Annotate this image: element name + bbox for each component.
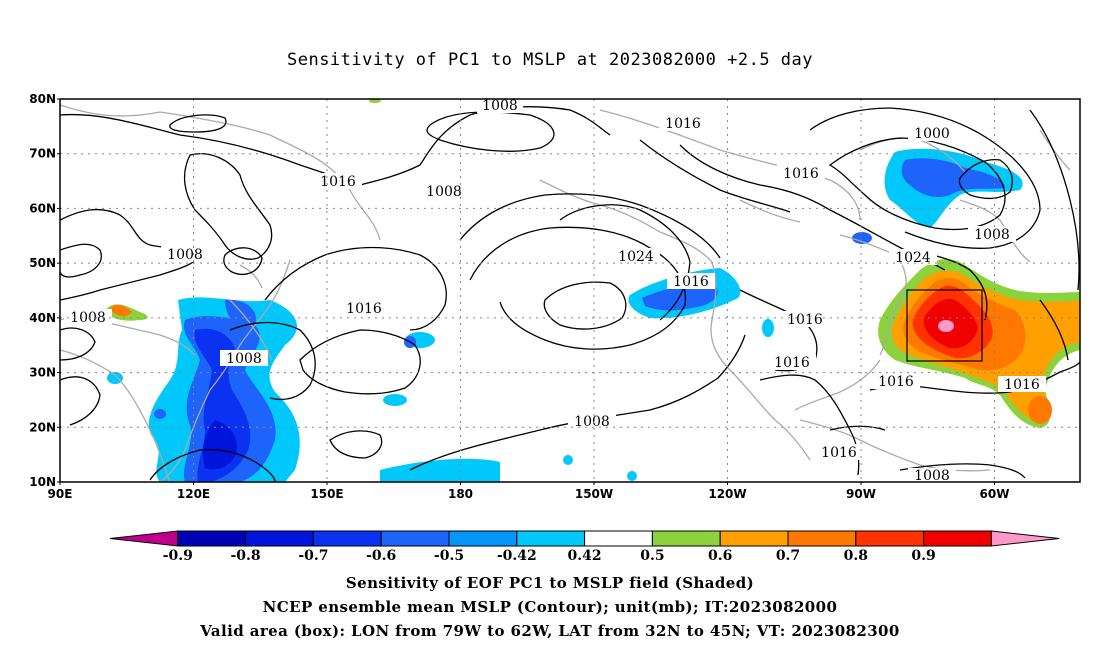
- colorbar-segment: [651, 530, 721, 547]
- contour-label: 1008: [974, 227, 1010, 243]
- colorbar-segment: [448, 530, 518, 547]
- colorbar-tick-label: -0.9: [163, 548, 193, 564]
- lat-label: 30N: [29, 366, 56, 380]
- contour-label: 1008: [574, 414, 610, 430]
- lon-label: 90W: [846, 487, 876, 501]
- contour-label: 1024: [618, 249, 654, 265]
- mslp-contours: [60, 106, 1080, 482]
- lon-label: 120E: [177, 487, 210, 501]
- lon-label: 150E: [310, 487, 343, 501]
- colorbar-segment: [245, 530, 314, 547]
- contour-label: 1008: [426, 184, 462, 200]
- contour-label: 1000: [914, 126, 950, 142]
- contour-label: 1016: [783, 166, 819, 182]
- contour-label: 1008: [226, 351, 262, 367]
- map-frame: [59, 98, 1081, 483]
- longitude-axis: 90E 120E 150E 180 150W 120W 90W 60W: [48, 482, 1010, 501]
- colorbar-tick-label: 0.6: [708, 548, 732, 564]
- lon-label: 180: [448, 487, 473, 501]
- colorbar-tick-label: 0.42: [568, 548, 602, 564]
- gridlines: [60, 99, 1080, 482]
- colorbar-tick-label: -0.42: [497, 548, 537, 564]
- contour-label: 1016: [665, 116, 701, 132]
- lat-label: 60N: [29, 201, 56, 215]
- colorbar-tick-label: -0.5: [434, 548, 464, 564]
- colorbar-tick-label: 0.8: [844, 548, 868, 564]
- latitude-axis: 80N 70N 60N 50N 40N 30N 20N 10N: [29, 92, 60, 489]
- caption-line-3: Valid area (box): LON from 79W to 62W, L…: [200, 622, 900, 640]
- caption-line-2: NCEP ensemble mean MSLP (Contour); unit(…: [262, 598, 838, 616]
- contour-label: 1024: [895, 250, 931, 266]
- colorbar-segment: [312, 530, 382, 547]
- lat-label: 40N: [29, 311, 56, 325]
- colorbar-segment: [719, 530, 789, 547]
- colorbar-segment: [787, 530, 857, 547]
- colorbar-segment: [584, 530, 653, 547]
- lat-label: 50N: [29, 256, 56, 270]
- contour-label: 1016: [774, 355, 810, 371]
- contour-labels: 1008 1016 1016 1008 1016 1000 1008 1008 …: [64, 98, 1046, 484]
- colorbar-segment: [855, 530, 925, 547]
- contour-label: 1016: [346, 301, 382, 317]
- colorbar-ticks: -0.9 -0.8 -0.7 -0.6 -0.5 -0.42 0.42 0.5 0.6 0.7 0.…: [163, 548, 936, 564]
- valid-area-box: [906, 289, 983, 362]
- colorbar-segment: [177, 530, 247, 547]
- colorbar-tick-label: -0.6: [366, 548, 396, 564]
- lon-label: 150W: [575, 487, 613, 501]
- contour-label: 1008: [482, 98, 518, 114]
- colorbar-segment: [990, 530, 1060, 547]
- colorbar-tick-label: 0.7: [776, 548, 800, 564]
- contour-label: 1008: [167, 247, 203, 263]
- colorbar-segment: [380, 530, 450, 547]
- contour-label: 1016: [673, 274, 709, 290]
- colorbar-tick-label: -0.8: [231, 548, 261, 564]
- colorbar-segment: [923, 530, 992, 547]
- lat-label: 20N: [29, 420, 56, 434]
- lat-label: 10N: [29, 475, 56, 489]
- colorbar-segment: [109, 530, 179, 547]
- lon-label: 60W: [980, 487, 1010, 501]
- map-title: Sensitivity of PC1 to MSLP at 2023082000…: [286, 50, 813, 70]
- contour-label: 1016: [320, 174, 356, 190]
- contour-label: 1008: [914, 468, 950, 484]
- lat-label: 80N: [29, 92, 56, 106]
- lon-label: 90E: [48, 487, 73, 501]
- lat-label: 70N: [29, 147, 56, 161]
- colorbar-tick-label: 0.5: [640, 548, 664, 564]
- contour-label: 1016: [1004, 377, 1040, 393]
- colorbar-segment: [516, 530, 586, 547]
- colorbar: [109, 530, 1060, 547]
- contour-label: 1016: [787, 312, 823, 328]
- contour-label: 1016: [878, 374, 914, 390]
- contour-label: 1016: [821, 445, 857, 461]
- colorbar-tick-label: 0.9: [911, 548, 935, 564]
- colorbar-tick-label: -0.7: [298, 548, 328, 564]
- lon-label: 120W: [708, 487, 746, 501]
- caption-line-1: Sensitivity of EOF PC1 to MSLP field (Sh…: [345, 574, 755, 592]
